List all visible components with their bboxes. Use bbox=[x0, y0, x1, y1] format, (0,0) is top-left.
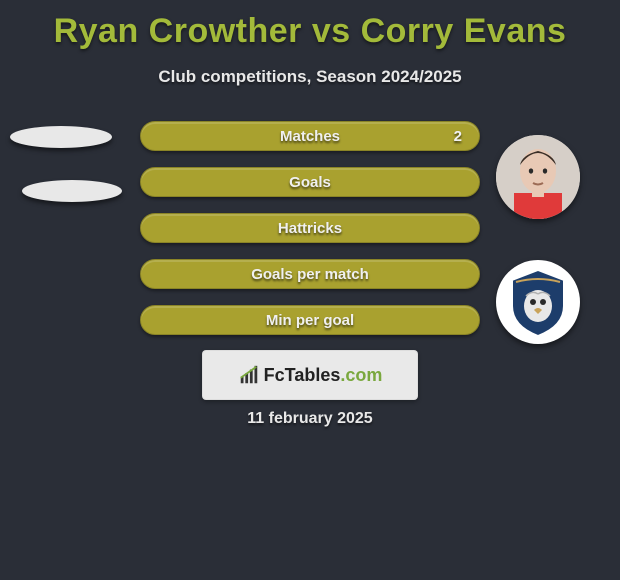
stat-bar bbox=[140, 167, 480, 197]
brand-prefix: Fc bbox=[264, 365, 285, 385]
brand-suffix: Tables bbox=[285, 365, 341, 385]
stat-row-hattricks: Hattricks bbox=[0, 213, 620, 243]
stat-row-matches: Matches 2 bbox=[0, 121, 620, 151]
subtitle: Club competitions, Season 2024/2025 bbox=[0, 67, 620, 87]
stat-row-goals-per-match: Goals per match bbox=[0, 259, 620, 289]
stat-bar bbox=[140, 259, 480, 289]
chart-bars-icon bbox=[238, 364, 260, 386]
stat-row-min-per-goal: Min per goal bbox=[0, 305, 620, 335]
page-title: Ryan Crowther vs Corry Evans bbox=[0, 0, 620, 51]
brand-domain: .com bbox=[340, 365, 382, 385]
stat-bar bbox=[140, 305, 480, 335]
stats-bars: Matches 2 Goals Hattricks Goals per matc… bbox=[0, 121, 620, 351]
brand-text: FcTables.com bbox=[264, 365, 383, 386]
stat-row-goals: Goals bbox=[0, 167, 620, 197]
stat-bar bbox=[140, 121, 480, 151]
stat-bar bbox=[140, 213, 480, 243]
brand-badge: FcTables.com bbox=[202, 350, 418, 400]
footer-date: 11 february 2025 bbox=[0, 410, 620, 428]
